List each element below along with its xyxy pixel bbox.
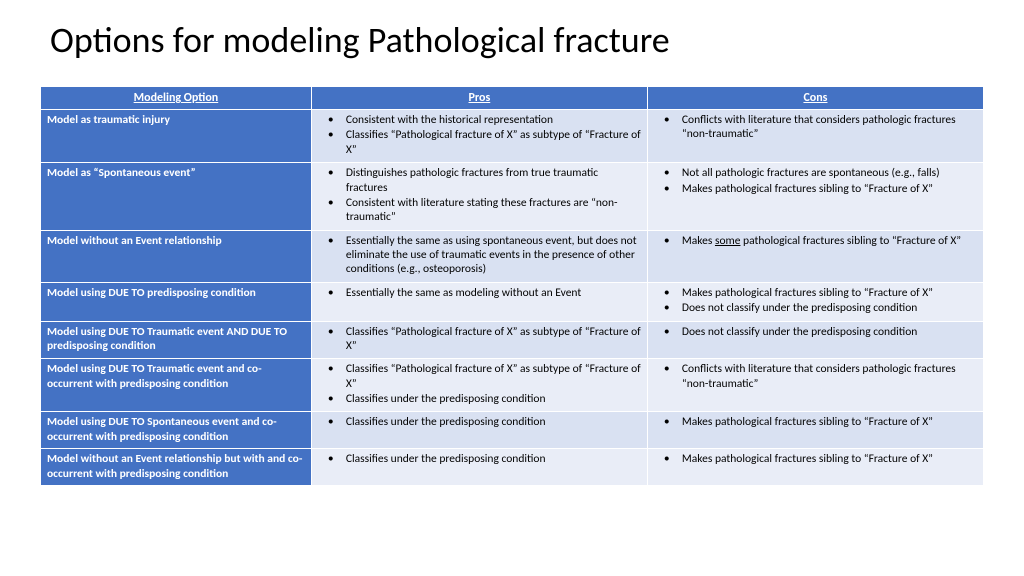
pros-cell: Classifies under the predisposing condit… bbox=[311, 412, 647, 449]
list-item: Classifies “Pathological fracture of X” … bbox=[318, 325, 641, 354]
list-item: Distinguishes pathologic fractures from … bbox=[318, 166, 641, 195]
list-item: Consistent with literature stating these… bbox=[318, 196, 641, 225]
option-cell: Model using DUE TO Spontaneous event and… bbox=[41, 412, 312, 449]
list-item: Essentially the same as modeling without… bbox=[318, 286, 641, 300]
pros-cell: Classifies “Pathological fracture of X” … bbox=[311, 321, 647, 359]
pros-cell: Classifies “Pathological fracture of X” … bbox=[311, 359, 647, 412]
list-item: Makes pathological fractures sibling to … bbox=[654, 286, 977, 300]
col-header-pros: Pros bbox=[311, 87, 647, 110]
pros-cell: Classifies under the predisposing condit… bbox=[311, 449, 647, 486]
options-table: Modeling Option Pros Cons Model as traum… bbox=[40, 86, 984, 486]
cons-cell: Conflicts with literature that considers… bbox=[647, 359, 983, 412]
cons-cell: Makes pathological fractures sibling to … bbox=[647, 412, 983, 449]
option-cell: Model as “Spontaneous event” bbox=[41, 163, 312, 231]
list-item: Makes some pathological fractures siblin… bbox=[654, 234, 977, 248]
table-row: Model using DUE TO Traumatic event AND D… bbox=[41, 321, 984, 359]
list-item: Makes pathological fractures sibling to … bbox=[654, 182, 977, 196]
page-title: Options for modeling Pathological fractu… bbox=[50, 18, 984, 62]
list-item: Conflicts with literature that considers… bbox=[654, 362, 977, 391]
table-row: Model without an Event relationshipEssen… bbox=[41, 230, 984, 282]
table-row: Model as “Spontaneous event”Distinguishe… bbox=[41, 163, 984, 231]
list-item: Not all pathologic fractures are spontan… bbox=[654, 166, 977, 180]
cons-cell: Not all pathologic fractures are spontan… bbox=[647, 163, 983, 231]
cons-cell: Makes some pathological fractures siblin… bbox=[647, 230, 983, 282]
list-item: Makes pathological fractures sibling to … bbox=[654, 415, 977, 429]
list-item: Classifies “Pathological fracture of X” … bbox=[318, 362, 641, 391]
col-header-cons: Cons bbox=[647, 87, 983, 110]
table-row: Model using DUE TO Traumatic event and c… bbox=[41, 359, 984, 412]
option-cell: Model using DUE TO Traumatic event AND D… bbox=[41, 321, 312, 359]
option-cell: Model using DUE TO Traumatic event and c… bbox=[41, 359, 312, 412]
pros-cell: Essentially the same as modeling without… bbox=[311, 282, 647, 321]
list-item: Consistent with the historical represent… bbox=[318, 113, 641, 127]
table-row: Model using DUE TO Spontaneous event and… bbox=[41, 412, 984, 449]
list-item: Classifies under the predisposing condit… bbox=[318, 392, 641, 406]
option-cell: Model as traumatic injury bbox=[41, 110, 312, 163]
col-header-option: Modeling Option bbox=[41, 87, 312, 110]
list-item: Essentially the same as using spontaneou… bbox=[318, 234, 641, 277]
list-item: Does not classify under the predisposing… bbox=[654, 301, 977, 315]
table-row: Model without an Event relationship but … bbox=[41, 449, 984, 486]
table-row: Model as traumatic injury Consistent with… bbox=[41, 110, 984, 163]
list-item: Classifies under the predisposing condit… bbox=[318, 415, 641, 429]
table-row: Model using DUE TO predisposing conditio… bbox=[41, 282, 984, 321]
list-item: Makes pathological fractures sibling to … bbox=[654, 452, 977, 466]
cons-cell: Conflicts with literature that considers… bbox=[647, 110, 983, 163]
option-cell: Model using DUE TO predisposing conditio… bbox=[41, 282, 312, 321]
cons-cell: Makes pathological fractures sibling to … bbox=[647, 449, 983, 486]
pros-cell: Distinguishes pathologic fractures from … bbox=[311, 163, 647, 231]
option-cell: Model without an Event relationship but … bbox=[41, 449, 312, 486]
cons-cell: Does not classify under the predisposing… bbox=[647, 321, 983, 359]
list-item: Does not classify under the predisposing… bbox=[654, 325, 977, 339]
list-item: Classifies “Pathological fracture of X” … bbox=[318, 128, 641, 157]
pros-cell: Essentially the same as using spontaneou… bbox=[311, 230, 647, 282]
pros-cell: Consistent with the historical represent… bbox=[311, 110, 647, 163]
slide: Options for modeling Pathological fractu… bbox=[0, 0, 1024, 576]
cons-cell: Makes pathological fractures sibling to … bbox=[647, 282, 983, 321]
table-body: Model as traumatic injury Consistent with… bbox=[41, 110, 984, 486]
table-header-row: Modeling Option Pros Cons bbox=[41, 87, 984, 110]
list-item: Conflicts with literature that considers… bbox=[654, 113, 977, 142]
list-item: Classifies under the predisposing condit… bbox=[318, 452, 641, 466]
option-cell: Model without an Event relationship bbox=[41, 230, 312, 282]
